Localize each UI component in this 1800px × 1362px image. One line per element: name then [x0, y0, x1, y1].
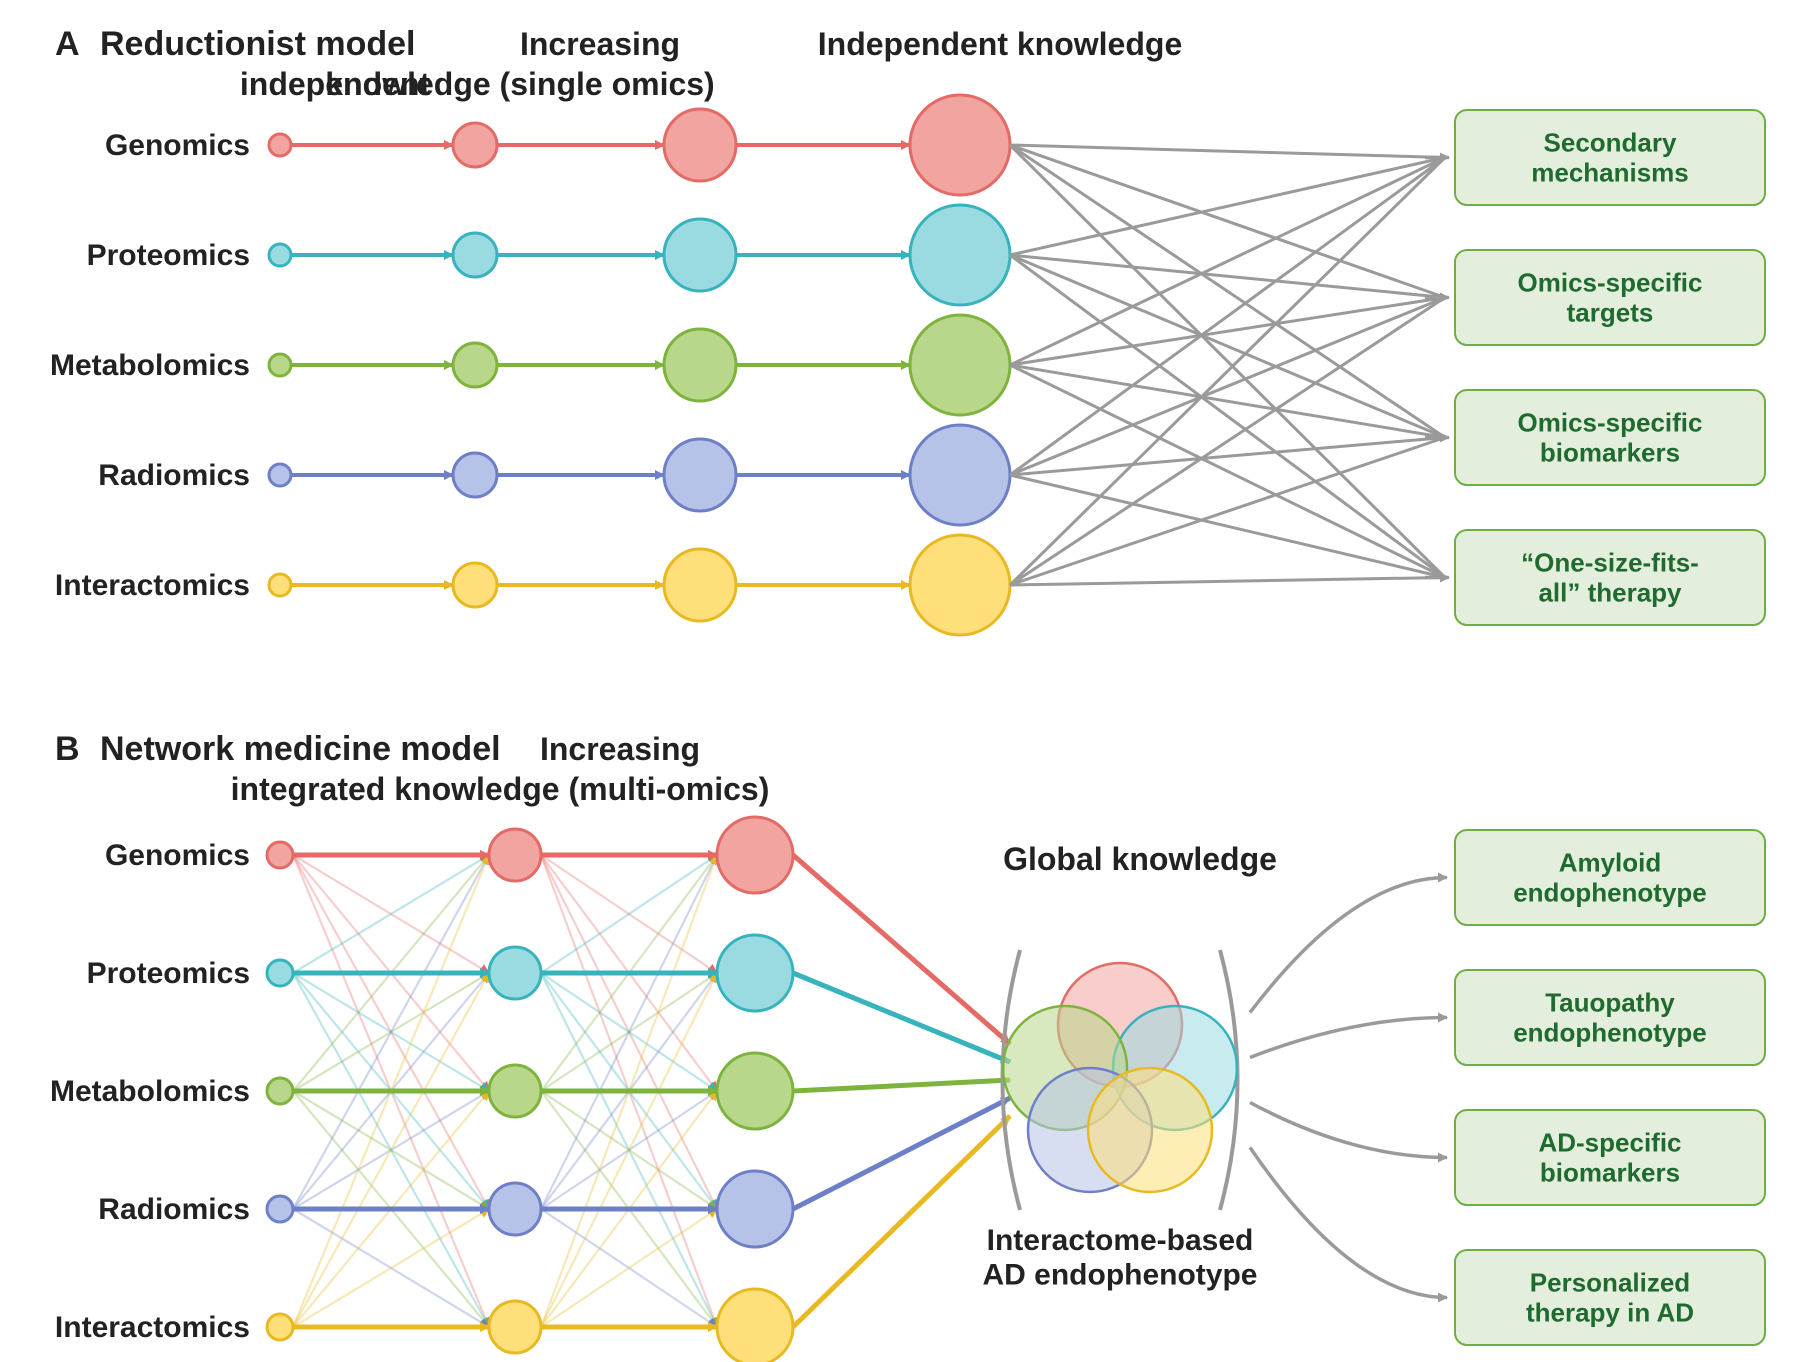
- panel-a-node-proteomics-1: [453, 233, 497, 277]
- panel-b-outcome-text-2: AD-specificbiomarkers: [1538, 1128, 1681, 1188]
- panel-b-row-label-interactomics: Interactomics: [55, 1311, 250, 1344]
- panel-a-node-genomics-0: [269, 134, 291, 156]
- panel-b-node-genomics-2: [717, 817, 793, 893]
- panel-b-node-radiomics-2: [717, 1171, 793, 1247]
- panel-b-node-interactomics-0: [267, 1314, 293, 1340]
- panel-a-node-interactomics-2: [664, 549, 736, 621]
- panel-a-outcome-text-0: Secondarymechanisms: [1531, 128, 1689, 188]
- panel-b-header-multiomics: integrated knowledge (multi-omics): [231, 771, 770, 807]
- panel-a-node-radiomics-1: [453, 453, 497, 497]
- panel-a-node-metabolomics-0: [269, 354, 291, 376]
- panel-a-node-genomics-1: [453, 123, 497, 167]
- panel-a-node-metabolomics-1: [453, 343, 497, 387]
- panel-a-row-label-radiomics: Radiomics: [98, 459, 250, 492]
- panel-b-node-interactomics-1: [489, 1301, 541, 1353]
- panel-a-node-radiomics-3: [910, 425, 1010, 525]
- panel-a-node-interactomics-0: [269, 574, 291, 596]
- panel-b-node-radiomics-0: [267, 1196, 293, 1222]
- diagram-svg: AReductionist modelIncreasingknowledge (…: [0, 0, 1800, 1362]
- panel-a-outcome-text-2: Omics-specificbiomarkers: [1518, 408, 1703, 468]
- panel-a-node-metabolomics-2: [664, 329, 736, 401]
- panel-b-row-label-genomics: Genomics: [105, 839, 250, 872]
- panel-b-node-proteomics-0: [267, 960, 293, 986]
- panel-b-node-proteomics-1: [489, 947, 541, 999]
- panel-a-node-radiomics-2: [664, 439, 736, 511]
- panel-b-title: Network medicine model: [100, 730, 501, 768]
- panel-a-node-proteomics-3: [910, 205, 1010, 305]
- panel-b-header-increasing: Increasing: [540, 731, 700, 767]
- panel-a-row-label-metabolomics: Metabolomics: [50, 349, 250, 382]
- panel-b-outcome-text-3: Personalizedtherapy in AD: [1526, 1268, 1694, 1328]
- panel-b-row-label-metabolomics: Metabolomics: [50, 1075, 250, 1108]
- panel-a-node-interactomics-3: [910, 535, 1010, 635]
- panel-a-node-genomics-3: [910, 95, 1010, 195]
- panel-a-row-label-proteomics: Proteomics: [87, 239, 250, 272]
- panel-b-letter: B: [55, 730, 80, 768]
- figure-root: AReductionist modelIncreasingknowledge (…: [0, 0, 1800, 1362]
- panel-b-row-label-proteomics: Proteomics: [87, 957, 250, 990]
- panel-b-row-label-radiomics: Radiomics: [98, 1193, 250, 1226]
- panel-a-node-radiomics-0: [269, 464, 291, 486]
- panel-b-node-genomics-0: [267, 842, 293, 868]
- panel-b-node-metabolomics-2: [717, 1053, 793, 1129]
- panel-a-row-label-interactomics: Interactomics: [55, 569, 250, 602]
- panel-b-node-proteomics-2: [717, 935, 793, 1011]
- panel-a-outcome-text-3: “One-size-fits-all” therapy: [1521, 548, 1699, 608]
- panel-a-header-independent-knowledge: Independent knowledge: [818, 26, 1182, 62]
- panel-b-node-interactomics-2: [717, 1289, 793, 1362]
- panel-a-node-genomics-2: [664, 109, 736, 181]
- panel-b-subcaption: Interactome-basedAD endophenotype: [983, 1224, 1258, 1292]
- panel-b-header-global: Global knowledge: [1003, 841, 1277, 877]
- panel-a-title: Reductionist model: [100, 25, 415, 63]
- panel-b-node-metabolomics-1: [489, 1065, 541, 1117]
- venn-circle-interactomics: [1088, 1068, 1212, 1192]
- panel-a-header-increasing: Increasing: [520, 26, 680, 62]
- panel-a-letter: A: [55, 25, 80, 63]
- panel-a-row-label-genomics: Genomics: [105, 129, 250, 162]
- panel-a-header-independent: independent: [240, 66, 431, 102]
- panel-b-node-metabolomics-0: [267, 1078, 293, 1104]
- panel-a-node-metabolomics-3: [910, 315, 1010, 415]
- panel-b-node-radiomics-1: [489, 1183, 541, 1235]
- panel-a-node-proteomics-2: [664, 219, 736, 291]
- panel-b-node-genomics-1: [489, 829, 541, 881]
- panel-a-node-proteomics-0: [269, 244, 291, 266]
- panel-a-node-interactomics-1: [453, 563, 497, 607]
